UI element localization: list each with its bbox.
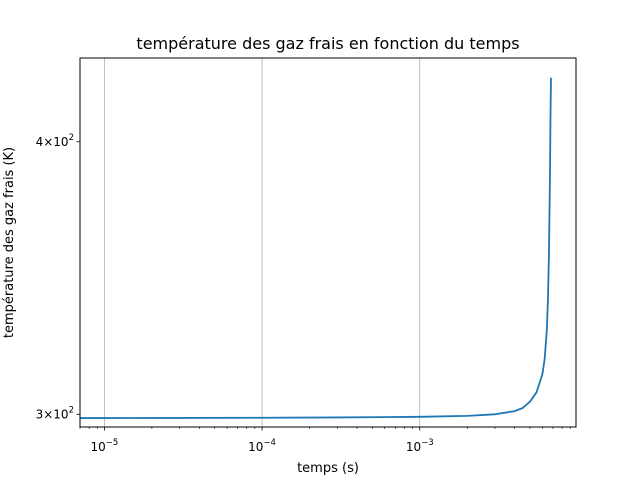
y-axis-ticks: 3×102 4×102 [36, 133, 80, 421]
x-tick-label: 10−5 [91, 438, 119, 454]
y-tick-label: 4×102 [36, 133, 74, 149]
x-axis-label: temps (s) [297, 461, 359, 476]
x-tick-label: 10−4 [248, 438, 276, 454]
chart-title: température des gaz frais en fonction du… [136, 34, 519, 53]
x-tick-label: 10−3 [406, 438, 434, 454]
plot-frame [79, 57, 577, 428]
x-axis-ticks: 10−5 10−4 10−3 [79, 427, 571, 454]
series-layer [80, 77, 552, 419]
y-tick-label: 3×102 [36, 405, 74, 421]
series-line [80, 77, 552, 419]
grid-layer [104, 58, 421, 427]
y-axis-label: température des gaz frais (K) [2, 147, 17, 338]
